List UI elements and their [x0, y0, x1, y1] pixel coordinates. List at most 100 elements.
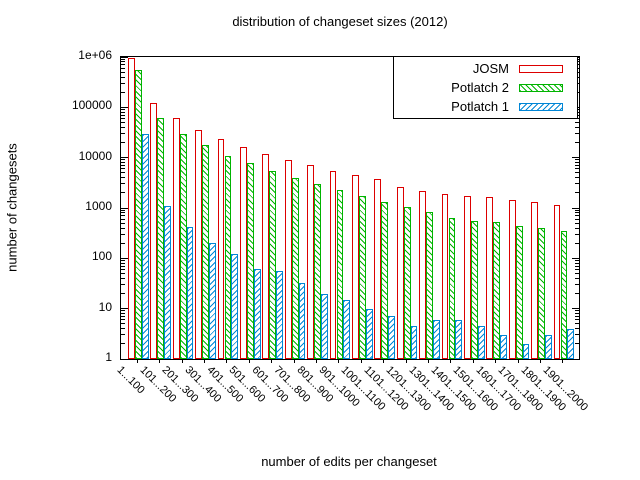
bar-josm-12	[396, 187, 404, 359]
bar-potlatch-1-12	[410, 326, 418, 359]
bar-potlatch-2-12	[403, 206, 411, 359]
y-axis-label: number of changesets	[4, 143, 20, 272]
y-minor-tick-right	[575, 227, 579, 229]
x-tick	[316, 359, 318, 363]
bar-potlatch-2-0	[134, 70, 142, 359]
y-minor-tick-left	[121, 313, 125, 315]
bar-potlatch-1-13	[433, 319, 440, 359]
x-tick	[159, 359, 161, 363]
bar-potlatch-2-10	[358, 196, 366, 359]
x-tick	[517, 359, 519, 363]
bar-josm-7	[284, 159, 292, 359]
y-major-tick-left	[121, 106, 128, 108]
x-tick	[293, 359, 295, 363]
bar-potlatch-1-0	[141, 133, 149, 359]
bar-potlatch-1-4	[231, 254, 239, 359]
y-minor-tick-left	[121, 233, 125, 235]
y-major-tick-right	[572, 207, 579, 209]
y-minor-tick-left	[121, 215, 125, 217]
bar-josm-3	[195, 130, 203, 359]
y-minor-tick-left	[121, 323, 125, 325]
y-minor-tick-left	[121, 82, 125, 84]
legend-label: Potlatch 2	[451, 80, 509, 95]
y-minor-tick-left	[121, 343, 125, 345]
bar-potlatch-2-14	[448, 218, 456, 359]
y-minor-tick-right	[575, 209, 579, 211]
y-minor-tick-left	[121, 222, 125, 224]
y-minor-tick-right	[575, 272, 579, 274]
legend-entry-potlatch-1: Potlatch 1	[394, 98, 577, 116]
bar-potlatch-1-15	[477, 326, 485, 359]
bar-potlatch-2-15	[470, 220, 478, 359]
x-tick	[360, 359, 362, 363]
y-minor-tick-right	[575, 284, 579, 286]
y-minor-tick-left	[121, 209, 125, 211]
legend-label: Potlatch 1	[451, 99, 509, 114]
y-minor-tick-left	[121, 272, 125, 274]
bar-potlatch-2-6	[269, 171, 277, 359]
bar-potlatch-2-17	[515, 225, 523, 359]
bar-potlatch-2-19	[560, 230, 568, 359]
y-minor-tick-left	[121, 242, 125, 244]
y-minor-tick-right	[575, 218, 579, 220]
x-tick	[428, 359, 430, 363]
bar-potlatch-2-3	[202, 144, 209, 359]
bar-potlatch-1-18	[545, 334, 552, 359]
bar-josm-16	[486, 197, 494, 359]
plot-area	[120, 56, 580, 360]
bar-potlatch-1-6	[276, 271, 284, 359]
y-minor-tick-left	[121, 159, 125, 161]
y-minor-tick-right	[575, 168, 579, 170]
y-minor-tick-left	[121, 293, 125, 294]
bar-josm-1	[150, 103, 158, 359]
y-minor-tick-left	[121, 67, 125, 69]
y-minor-tick-left	[121, 260, 125, 262]
y-major-tick-left	[121, 207, 128, 209]
y-minor-tick-left	[121, 111, 125, 113]
bar-potlatch-2-18	[538, 228, 545, 359]
y-minor-tick-right	[575, 233, 579, 235]
bar-potlatch-1-17	[522, 343, 530, 359]
y-minor-tick-left	[121, 218, 125, 220]
y-major-tick-left	[121, 257, 128, 259]
y-minor-tick-right	[575, 183, 579, 185]
y-minor-tick-left	[121, 183, 125, 185]
y-major-tick-left	[121, 308, 128, 310]
bar-potlatch-2-8	[314, 184, 321, 359]
x-tick	[383, 359, 385, 363]
bar-potlatch-2-1	[157, 117, 165, 359]
chart-title: distribution of changeset sizes (2012)	[232, 14, 448, 29]
y-major-tick-left	[121, 358, 128, 360]
bar-potlatch-2-4	[224, 155, 232, 359]
y-minor-tick-left	[121, 192, 125, 194]
y-minor-tick-right	[575, 277, 579, 279]
bar-josm-17	[508, 199, 516, 359]
y-minor-tick-right	[575, 121, 579, 123]
y-minor-tick-left	[121, 114, 125, 116]
y-minor-tick-left	[121, 71, 125, 73]
x-tick	[540, 359, 542, 363]
bar-potlatch-2-16	[493, 222, 501, 359]
legend-swatch-josm	[519, 64, 563, 73]
bar-potlatch-2-5	[246, 163, 254, 359]
y-minor-tick-right	[575, 162, 579, 164]
y-tick-label: 1	[105, 350, 112, 364]
y-minor-tick-left	[121, 142, 125, 143]
bar-josm-6	[262, 153, 270, 359]
y-minor-tick-right	[575, 334, 579, 336]
y-minor-tick-left	[121, 262, 125, 264]
x-tick	[248, 359, 250, 363]
bar-josm-11	[374, 179, 382, 359]
y-minor-tick-left	[121, 319, 125, 321]
legend-box: JOSM Potlatch 2 Potlatch 1	[393, 56, 578, 119]
y-minor-tick-right	[575, 319, 579, 321]
x-tick	[405, 359, 407, 363]
y-minor-tick-left	[121, 172, 125, 174]
y-minor-tick-right	[575, 265, 579, 267]
y-minor-tick-right	[575, 222, 579, 224]
y-minor-tick-right	[575, 215, 579, 217]
x-tick	[226, 359, 228, 363]
x-tick	[562, 359, 564, 363]
bar-josm-13	[419, 190, 427, 359]
y-minor-tick-right	[575, 212, 579, 214]
